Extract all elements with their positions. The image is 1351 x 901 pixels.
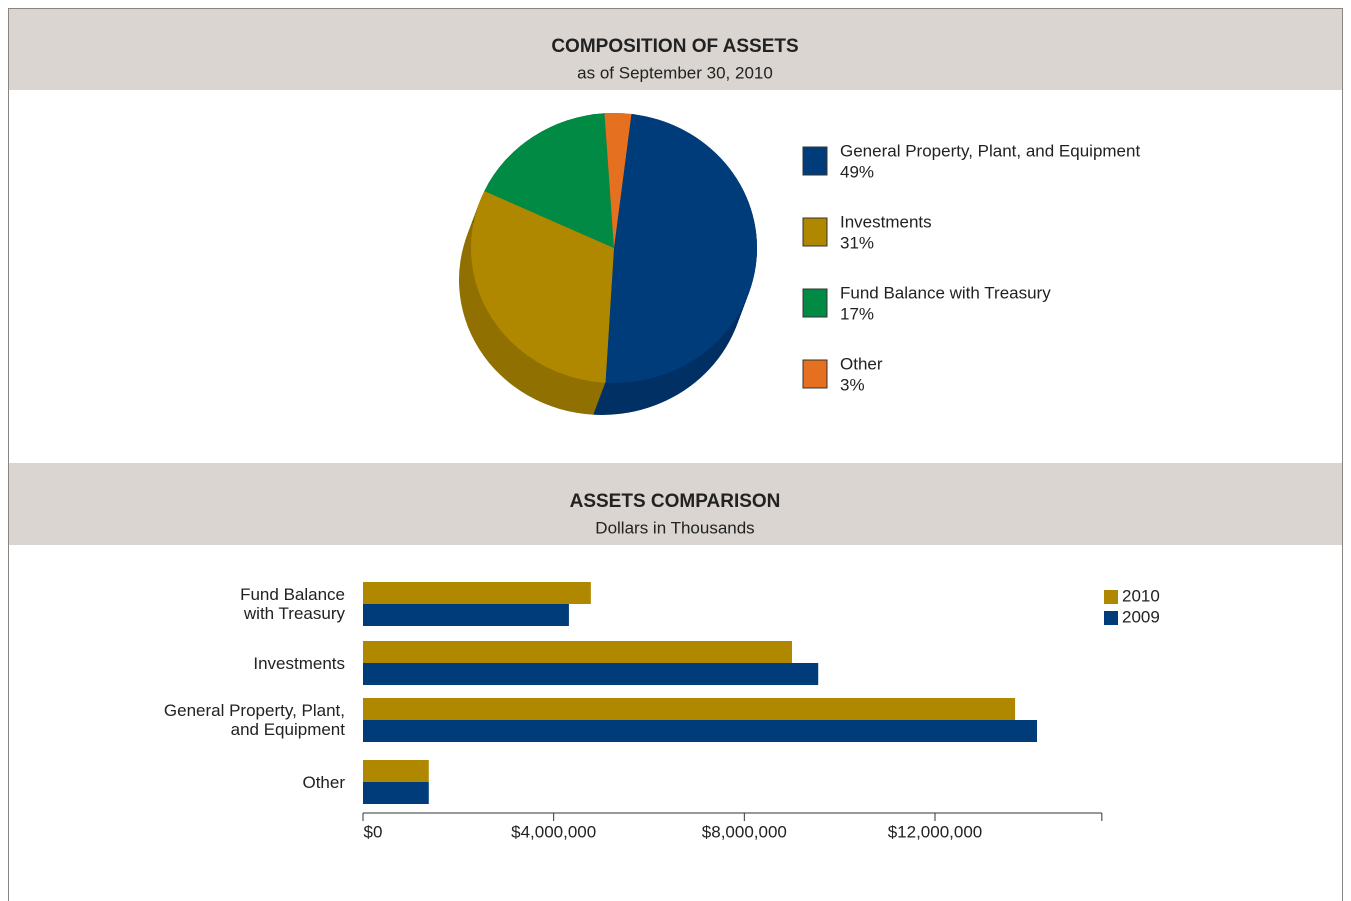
header-band: [8, 8, 1343, 90]
legend-label: Fund Balance with Treasury: [840, 283, 1051, 302]
legend-label: 2010: [1122, 586, 1160, 605]
legend-swatch: [802, 146, 828, 176]
legend-value: 49%: [840, 162, 874, 181]
legend-label: 2009: [1122, 607, 1160, 626]
bar: [363, 720, 1038, 742]
legend-swatch: [802, 217, 828, 247]
y-tick-label: Fund Balance with Treasury: [240, 585, 345, 623]
y-tick-label: Investments: [253, 653, 345, 673]
pie-slice: [470, 190, 614, 383]
legend-swatch: [802, 359, 828, 389]
pie-title: COMPOSITION OF ASSETS: [551, 36, 798, 57]
legend-value: 31%: [840, 233, 874, 252]
legend-swatch: [802, 288, 828, 318]
x-tick-label: $12,000,000: [888, 822, 983, 841]
y-tick-label: General Property, Plant, and Equipment: [163, 701, 345, 739]
legend-label: Other: [840, 354, 883, 373]
bar: [363, 582, 591, 604]
pie-subtitle: as of September 30, 2010: [577, 63, 773, 82]
bar-title: ASSETS COMPARISON: [570, 491, 781, 512]
bar: [363, 663, 819, 685]
bar: [363, 604, 569, 626]
x-tick-label: $0: [364, 822, 383, 841]
bar: [363, 641, 792, 663]
legend-value: 3%: [840, 375, 865, 394]
bar-subtitle: Dollars in Thousands: [595, 518, 754, 537]
legend-label: General Property, Plant, and Equipment: [840, 141, 1140, 160]
x-tick-label: $8,000,000: [702, 822, 787, 841]
bar: [363, 782, 429, 804]
legend-label: Investments: [840, 212, 932, 231]
legend-swatch: [1104, 611, 1118, 625]
bar: [363, 760, 429, 782]
header-band: [8, 463, 1343, 545]
frame: [8, 8, 1343, 901]
legend-value: 17%: [840, 304, 874, 323]
pie-slice: [484, 113, 614, 248]
pie-slice: [604, 113, 632, 248]
x-tick-label: $4,000,000: [511, 822, 596, 841]
bar: [363, 698, 1016, 720]
y-tick-label: Other: [302, 772, 345, 792]
pie-slice: [605, 114, 757, 383]
legend-swatch: [1104, 590, 1118, 604]
